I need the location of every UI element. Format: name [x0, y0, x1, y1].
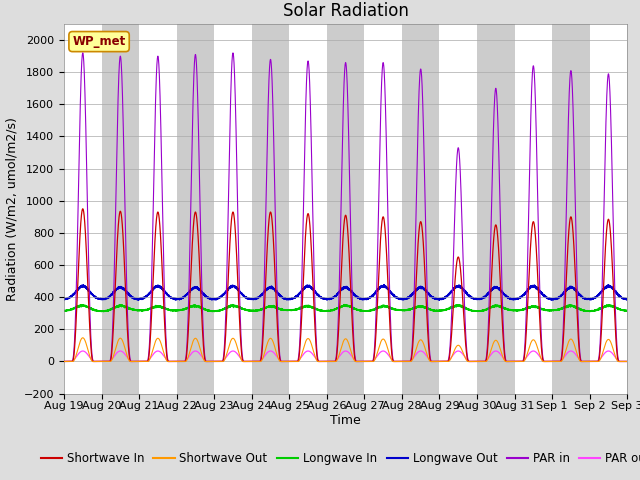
Bar	[252, 24, 289, 394]
Bar	[102, 24, 139, 394]
Y-axis label: Radiation (W/m2, umol/m2/s): Radiation (W/m2, umol/m2/s)	[5, 117, 18, 301]
Text: WP_met: WP_met	[72, 35, 125, 48]
Bar	[589, 24, 627, 394]
Bar	[627, 24, 640, 394]
Bar	[177, 24, 214, 394]
Title: Solar Radiation: Solar Radiation	[283, 1, 408, 20]
Bar	[214, 24, 252, 394]
Bar	[139, 24, 177, 394]
Legend: Shortwave In, Shortwave Out, Longwave In, Longwave Out, PAR in, PAR out: Shortwave In, Shortwave Out, Longwave In…	[36, 447, 640, 470]
Bar	[402, 24, 440, 394]
Bar	[364, 24, 402, 394]
Bar	[64, 24, 102, 394]
Bar	[477, 24, 515, 394]
Bar	[515, 24, 552, 394]
Bar	[440, 24, 477, 394]
X-axis label: Time: Time	[330, 414, 361, 427]
Bar	[327, 24, 364, 394]
Bar	[289, 24, 327, 394]
Bar	[552, 24, 589, 394]
